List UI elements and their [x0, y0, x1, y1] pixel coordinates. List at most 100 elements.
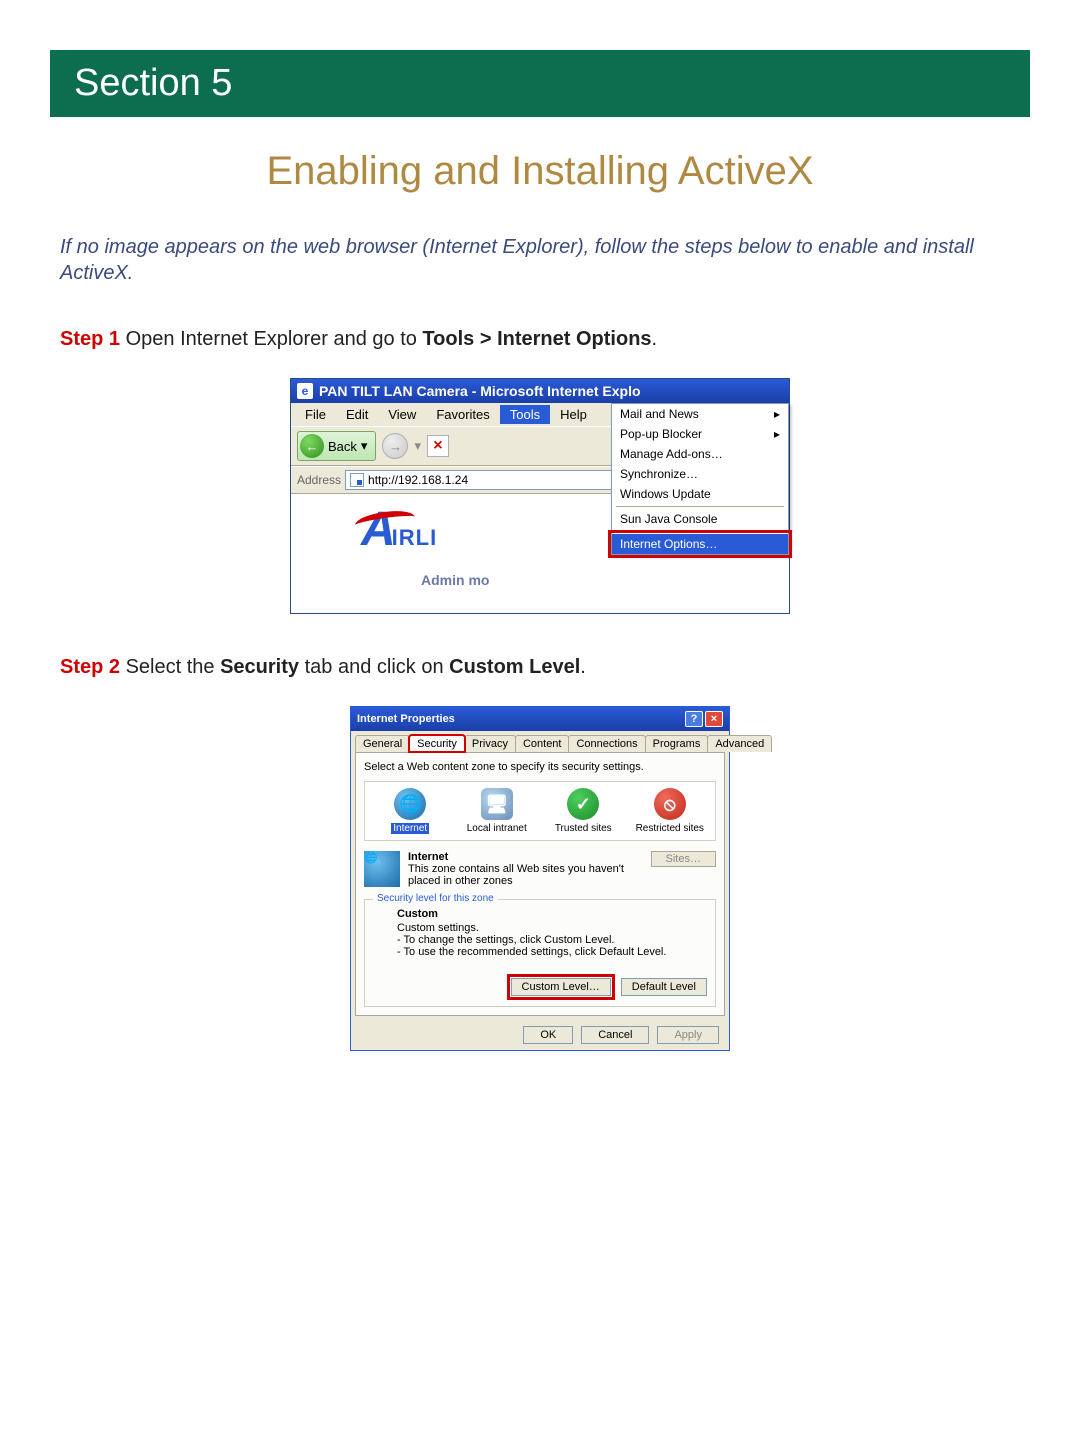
- zone-trusted-sites[interactable]: ✓ Trusted sites: [548, 788, 618, 834]
- menu-item-sync[interactable]: Synchronize…: [612, 464, 788, 484]
- zone-local-intranet[interactable]: 🖥 Local intranet: [462, 788, 532, 834]
- menu-item-popup[interactable]: Pop-up Blocker▸: [612, 424, 788, 444]
- tab-general[interactable]: General: [355, 735, 410, 752]
- address-value: http://192.168.1.24: [368, 473, 468, 487]
- check-icon: ✓: [567, 788, 599, 820]
- globe-icon: 🌐: [364, 851, 400, 887]
- forward-button[interactable]: →: [382, 433, 408, 459]
- step-1-label: Step 1: [60, 328, 120, 350]
- zone-list: 🌐 Internet 🖥 Local intranet ✓ Trusted si…: [364, 781, 716, 841]
- globe-icon: 🌐: [394, 788, 426, 820]
- cancel-button[interactable]: Cancel: [581, 1026, 649, 1044]
- zone-restricted-label: Restricted sites: [636, 823, 704, 834]
- menu-separator: [616, 506, 784, 507]
- menu-help[interactable]: Help: [550, 405, 597, 424]
- step-2-label: Step 2: [60, 656, 120, 678]
- close-button[interactable]: ×: [705, 711, 723, 727]
- menu-edit[interactable]: Edit: [336, 405, 378, 424]
- logo-a-icon: A: [361, 502, 396, 557]
- figure-1: e PAN TILT LAN Camera - Microsoft Intern…: [0, 378, 1080, 614]
- back-button[interactable]: ← Back ▾: [297, 431, 376, 461]
- back-label: Back: [328, 439, 357, 454]
- help-button[interactable]: ?: [685, 711, 703, 727]
- internet-properties-dialog: Internet Properties ? × General Security…: [350, 706, 730, 1051]
- step-2-bold1: Security: [220, 656, 299, 678]
- menu-item-winupdate[interactable]: Windows Update: [612, 484, 788, 504]
- zone-local-label: Local intranet: [467, 823, 527, 834]
- address-label: Address: [297, 473, 341, 487]
- tab-content[interactable]: Content: [515, 735, 570, 752]
- custom-sub3: - To use the recommended settings, click…: [397, 946, 707, 958]
- dialog-tabs: General Security Privacy Content Connect…: [351, 731, 729, 752]
- tab-security[interactable]: Security: [409, 735, 465, 752]
- zone-desc-text: This zone contains all Web sites you hav…: [408, 863, 624, 887]
- tab-connections[interactable]: Connections: [568, 735, 645, 752]
- step-1: Step 1 Open Internet Explorer and go to …: [60, 326, 1020, 352]
- section-banner: Section 5: [50, 50, 1030, 117]
- zone-instruction: Select a Web content zone to specify its…: [364, 761, 716, 773]
- menu-item-java[interactable]: Sun Java Console: [612, 509, 788, 529]
- ie-window: e PAN TILT LAN Camera - Microsoft Intern…: [290, 378, 790, 614]
- dialog-footer: OK Cancel Apply: [351, 1020, 729, 1050]
- tab-privacy[interactable]: Privacy: [464, 735, 516, 752]
- ie-app-icon: e: [297, 383, 313, 399]
- back-arrow-icon: ←: [300, 434, 324, 458]
- logo-text: IRLI: [392, 525, 438, 551]
- custom-settings-text: Custom Custom settings. - To change the …: [397, 908, 707, 958]
- zone-restricted-sites[interactable]: ⦸ Restricted sites: [635, 788, 705, 834]
- menu-separator: [616, 531, 784, 532]
- step-1-pre: Open Internet Explorer and go to: [120, 328, 422, 350]
- step-2: Step 2 Select the Security tab and click…: [60, 654, 1020, 680]
- section-label: Section 5: [74, 62, 232, 104]
- menu-item-mail[interactable]: Mail and News▸: [612, 404, 788, 424]
- page-title: Enabling and Installing ActiveX: [50, 149, 1030, 194]
- dialog-titlebar: Internet Properties ? ×: [351, 707, 729, 731]
- custom-title: Custom: [397, 908, 707, 920]
- dialog-title-text: Internet Properties: [357, 713, 455, 725]
- menu-item-addons[interactable]: Manage Add-ons…: [612, 444, 788, 464]
- tab-advanced[interactable]: Advanced: [707, 735, 772, 752]
- submenu-arrow-icon: ▸: [774, 407, 780, 421]
- airlink-logo: A IRLI: [361, 502, 437, 557]
- security-level-fieldset: Security level for this zone Custom Cust…: [364, 899, 716, 1007]
- menu-favorites[interactable]: Favorites: [426, 405, 499, 424]
- zone-desc-title: Internet: [408, 851, 643, 863]
- figure-2: Internet Properties ? × General Security…: [0, 706, 1080, 1051]
- dialog-body: Select a Web content zone to specify its…: [355, 752, 725, 1016]
- zone-internet[interactable]: 🌐 Internet: [375, 788, 445, 834]
- step-1-post: .: [652, 328, 658, 350]
- step-2-post: .: [580, 656, 586, 678]
- step-2-pre: Select the: [120, 656, 220, 678]
- menu-view[interactable]: View: [378, 405, 426, 424]
- zone-internet-label: Internet: [391, 823, 429, 834]
- intro-text: If no image appears on the web browser (…: [60, 234, 1020, 286]
- step-1-bold: Tools > Internet Options: [422, 328, 651, 350]
- forward-dropdown-icon: ▾: [414, 438, 421, 454]
- custom-sub2: - To change the settings, click Custom L…: [397, 934, 707, 946]
- zone-description: 🌐 Internet This zone contains all Web si…: [364, 851, 716, 887]
- default-level-button[interactable]: Default Level: [621, 978, 707, 996]
- custom-level-button[interactable]: Custom Level…: [511, 978, 611, 996]
- sites-button: Sites…: [651, 851, 716, 867]
- ok-button[interactable]: OK: [523, 1026, 573, 1044]
- menu-file[interactable]: File: [295, 405, 336, 424]
- page-icon: [350, 473, 364, 487]
- back-dropdown-icon: ▾: [361, 438, 368, 454]
- admin-mode-text: Admin mo: [421, 572, 489, 588]
- zone-trusted-label: Trusted sites: [555, 823, 612, 834]
- fieldset-legend: Security level for this zone: [373, 893, 498, 904]
- prohibited-icon: ⦸: [654, 788, 686, 820]
- step-2-bold2: Custom Level: [449, 656, 580, 678]
- submenu-arrow-icon: ▸: [774, 427, 780, 441]
- tools-dropdown-menu: Mail and News▸ Pop-up Blocker▸ Manage Ad…: [611, 403, 789, 555]
- ie-titlebar: e PAN TILT LAN Camera - Microsoft Intern…: [291, 379, 789, 403]
- intranet-icon: 🖥: [481, 788, 513, 820]
- menu-tools[interactable]: Tools: [500, 405, 550, 424]
- step-2-mid: tab and click on: [299, 656, 449, 678]
- ie-title-text: PAN TILT LAN Camera - Microsoft Internet…: [319, 383, 641, 399]
- stop-button[interactable]: ×: [427, 435, 449, 457]
- apply-button: Apply: [657, 1026, 719, 1044]
- menu-item-internet-options[interactable]: Internet Options…: [612, 534, 788, 554]
- tab-programs[interactable]: Programs: [645, 735, 709, 752]
- custom-sub1: Custom settings.: [397, 922, 707, 934]
